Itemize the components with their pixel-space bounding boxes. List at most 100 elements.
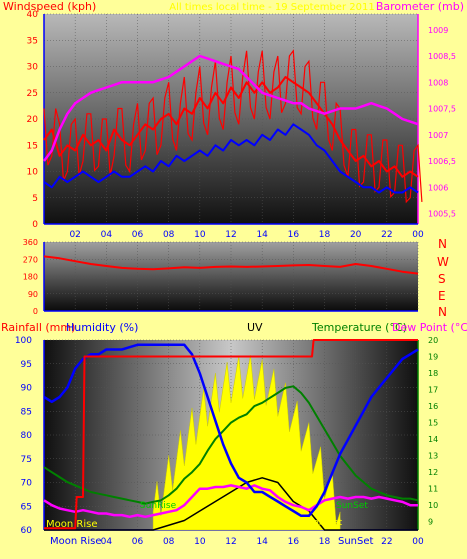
tick-label: 270 bbox=[23, 255, 38, 264]
tick-label: 08 bbox=[163, 537, 175, 547]
compass-e: E bbox=[438, 289, 446, 303]
tick-label: 100 bbox=[15, 336, 32, 346]
moon-rise-axis-label: Moon Rise bbox=[50, 536, 101, 547]
humidity-axis-title: Humidity (%) bbox=[66, 321, 138, 334]
tick-label: 06 bbox=[132, 537, 144, 547]
tick-label: 00 bbox=[412, 537, 424, 547]
uv-fill-series bbox=[152, 355, 341, 531]
tick-label: 75 bbox=[21, 455, 32, 465]
wind-average-line bbox=[43, 123, 419, 194]
tick-label: 70 bbox=[21, 479, 33, 489]
tick-label: 1009 bbox=[428, 26, 448, 35]
tick-label: 1008 bbox=[428, 78, 448, 87]
tick-label: 18 bbox=[319, 537, 331, 547]
upper-series bbox=[42, 49, 423, 204]
moon-set-label: Moon Set bbox=[300, 518, 343, 528]
tick-label: 15 bbox=[428, 419, 438, 428]
tick-label: 25 bbox=[27, 89, 38, 99]
middle-series bbox=[43, 255, 419, 275]
tick-label: 1007,5 bbox=[428, 105, 456, 114]
uv-axis-title: UV bbox=[247, 321, 263, 334]
tick-label: 360 bbox=[23, 238, 38, 247]
tick-label: 02 bbox=[69, 230, 80, 240]
tick-label: 00 bbox=[412, 230, 424, 240]
tick-label: 30 bbox=[27, 63, 39, 73]
tick-label: 35 bbox=[27, 36, 38, 46]
tick-label: 20 bbox=[350, 230, 362, 240]
tick-label: 90 bbox=[21, 384, 33, 394]
moon-rise-label: Moon Rise bbox=[46, 519, 97, 530]
tick-label: 0 bbox=[32, 220, 38, 230]
tick-label: 65 bbox=[21, 502, 32, 512]
tick-label: 40 bbox=[27, 10, 39, 20]
wind-direction-line bbox=[43, 255, 419, 275]
temperature-line bbox=[43, 385, 419, 505]
tick-label: 60 bbox=[21, 526, 33, 536]
tick-label: 1008,5 bbox=[428, 52, 456, 61]
tick-label: 1005,5 bbox=[428, 210, 456, 219]
tick-label: 22 bbox=[381, 230, 392, 240]
tick-label: 1006 bbox=[428, 183, 448, 192]
tick-label: 08 bbox=[163, 230, 175, 240]
dewpoint-axis-title: Dew Point (°C) bbox=[392, 321, 467, 334]
tick-label: 16 bbox=[288, 230, 300, 240]
tick-label: 85 bbox=[21, 407, 32, 417]
rainfall-axis-title: Rainfall (mm) bbox=[1, 321, 75, 334]
rainfall-line bbox=[44, 339, 418, 530]
windspeed-tick-labels: 0 5 10 15 20 25 30 35 40 bbox=[27, 10, 39, 230]
compass-n-top: N bbox=[438, 237, 447, 251]
tick-label: 5 bbox=[32, 194, 38, 204]
tick-label: 16 bbox=[428, 402, 438, 411]
sun-rise-label: SunRise bbox=[140, 501, 177, 511]
tick-label: 180 bbox=[23, 273, 38, 282]
tick-label: 22 bbox=[381, 537, 392, 547]
tick-label: 19 bbox=[428, 353, 438, 362]
windspeed-axis-title: Windspeed (kph) bbox=[3, 0, 96, 13]
tick-label: 1006,5 bbox=[428, 157, 456, 166]
temperature-axis-title: Temperature (°C) bbox=[311, 321, 407, 334]
barometer-axis-title: Barometer (mb) bbox=[376, 0, 464, 13]
tick-label: 12 bbox=[428, 468, 438, 477]
tick-label: 14 bbox=[256, 537, 268, 547]
tick-label: 18 bbox=[428, 369, 438, 378]
humidity-line bbox=[43, 343, 419, 518]
temperature-tick-labels: 9 10 11 12 13 14 15 16 17 18 19 20 bbox=[428, 336, 438, 527]
tick-label: 15 bbox=[27, 141, 38, 151]
tick-label: 20 bbox=[428, 336, 438, 345]
tick-label: 11 bbox=[428, 485, 438, 494]
tick-label: 14 bbox=[256, 230, 268, 240]
tick-label: 04 bbox=[101, 230, 113, 240]
dewpoint-line bbox=[43, 484, 418, 519]
tick-label: 20 bbox=[27, 115, 39, 125]
barometer-tick-labels: 1005,5 1006 1006,5 1007 1007,5 1008 1008,5 1009 bbox=[428, 26, 456, 219]
sun-set-label: SunSet bbox=[336, 501, 368, 511]
tick-label: 14 bbox=[428, 435, 438, 444]
uv-area bbox=[152, 355, 341, 531]
tick-label: 9 bbox=[428, 518, 433, 527]
windspeed-line bbox=[43, 76, 419, 178]
tick-label: 10 bbox=[194, 230, 206, 240]
lower-time-tick-labels: 04 06 08 10 12 14 16 18 22 00 bbox=[101, 537, 424, 547]
compass-n-bottom: N bbox=[438, 305, 447, 319]
tick-label: 0 bbox=[33, 307, 38, 316]
tick-label: 80 bbox=[21, 431, 33, 441]
compass-w: W bbox=[437, 255, 449, 269]
tick-label: 10 bbox=[194, 537, 206, 547]
tick-label: 18 bbox=[319, 230, 331, 240]
tick-label: 17 bbox=[428, 386, 438, 395]
tick-label: 12 bbox=[225, 537, 236, 547]
tick-label: 90 bbox=[28, 290, 38, 299]
tick-label: 16 bbox=[288, 537, 300, 547]
tick-label: 06 bbox=[132, 230, 144, 240]
tick-label: 1007 bbox=[428, 131, 448, 140]
tick-label: 04 bbox=[101, 537, 113, 547]
sun-set-axis-label: SunSet bbox=[338, 536, 374, 547]
tick-label: 10 bbox=[27, 168, 39, 178]
chart-date-title: All times local time - 19 September 2011 bbox=[169, 2, 374, 13]
windspeed-gust-line bbox=[43, 49, 423, 204]
lower-series bbox=[43, 339, 419, 531]
middle-grid bbox=[43, 241, 419, 312]
direction-tick-labels: 0 90 180 270 360 bbox=[23, 238, 38, 316]
humidity-tick-labels: 60 65 70 75 80 85 90 95 100 bbox=[15, 336, 32, 536]
tick-label: 12 bbox=[225, 230, 236, 240]
